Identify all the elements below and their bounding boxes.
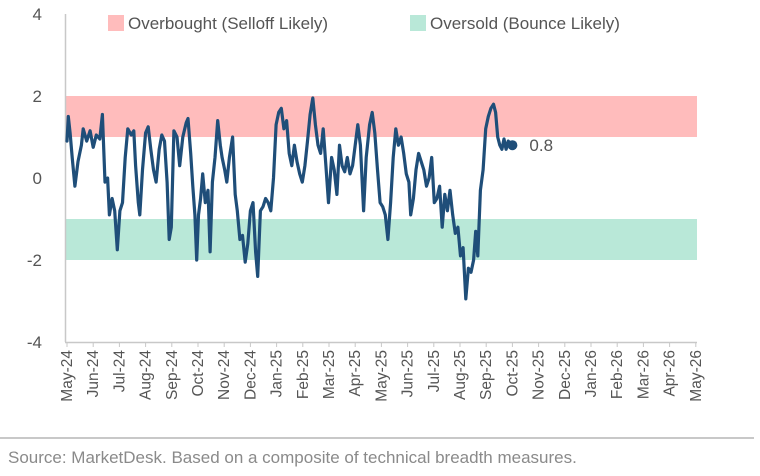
x-tick-label: Mar-25 xyxy=(321,350,338,399)
x-tick-label: Aug-25 xyxy=(452,350,469,400)
x-tick-label: Apr-25 xyxy=(347,350,364,397)
x-tick-label: Oct-25 xyxy=(504,350,521,397)
y-tick-label: -4 xyxy=(27,333,42,352)
legend-label-overbought: Overbought (Selloff Likely) xyxy=(128,14,328,33)
y-tick-label: 4 xyxy=(33,5,42,24)
source-divider xyxy=(0,437,754,439)
legend: Overbought (Selloff Likely) Oversold (Bo… xyxy=(108,14,620,33)
x-tick-label: Feb-25 xyxy=(295,350,312,399)
x-tick-label: Apr-26 xyxy=(662,350,679,397)
x-tick-label: Jun-25 xyxy=(400,350,417,397)
x-tick-label: Oct-24 xyxy=(190,350,207,397)
x-tick-label: Dec-24 xyxy=(242,350,259,400)
source-note: Source: MarketDesk. Based on a composite… xyxy=(8,448,577,467)
x-tick-label: Jan-25 xyxy=(269,350,286,397)
series-end-marker xyxy=(507,140,518,151)
y-tick-label: 0 xyxy=(33,169,42,188)
band-1 xyxy=(66,219,697,260)
legend-swatch-overbought xyxy=(108,15,124,31)
y-tick-labels: 4 2 0 -2 -4 xyxy=(27,5,42,352)
x-tick-label: Jul-25 xyxy=(426,350,443,392)
breadth-chart: Overbought (Selloff Likely) Oversold (Bo… xyxy=(27,5,705,402)
y-tick-label: -2 xyxy=(27,251,42,270)
x-tick-labels: May-24 Jun-24 Jul-24 Aug-24 Sep-24 Oct-24 Nov-… xyxy=(59,342,705,402)
x-tick-label: May-26 xyxy=(688,350,705,402)
legend-swatch-oversold xyxy=(410,15,426,31)
x-tick-label: Aug-24 xyxy=(138,350,155,400)
y-tick-label: 2 xyxy=(33,87,42,106)
x-tick-label: May-25 xyxy=(373,350,390,402)
series-end-label: 0.8 xyxy=(529,136,553,155)
x-tick-label: Sep-25 xyxy=(478,350,495,400)
x-tick-label: Nov-25 xyxy=(531,350,548,400)
x-tick-label: Feb-26 xyxy=(609,350,626,399)
x-tick-label: Jan-26 xyxy=(583,350,600,397)
x-tick-label: Sep-24 xyxy=(164,350,181,400)
legend-label-oversold: Oversold (Bounce Likely) xyxy=(430,14,620,33)
x-tick-label: Dec-25 xyxy=(557,350,574,400)
band-0 xyxy=(66,96,697,137)
bands-layer xyxy=(66,96,697,260)
x-tick-label: Mar-26 xyxy=(635,350,652,399)
series-layer: 0.8 xyxy=(65,96,553,301)
x-tick-label: Nov-24 xyxy=(216,350,233,400)
x-tick-label: Jul-24 xyxy=(111,350,128,393)
x-tick-label: Jun-24 xyxy=(85,350,102,398)
series-line xyxy=(65,96,514,301)
x-tick-label: May-24 xyxy=(59,350,76,402)
